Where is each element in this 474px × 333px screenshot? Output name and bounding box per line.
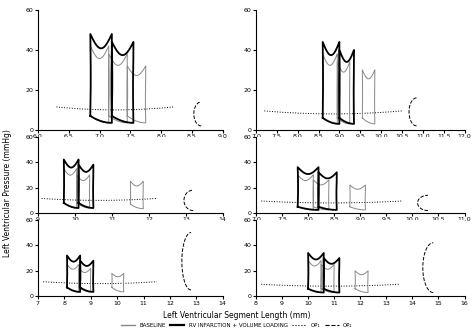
Text: Left Ventricular Segment Length (mm): Left Ventricular Segment Length (mm) (163, 311, 311, 320)
Text: Left Ventricular Pressure (mmHg): Left Ventricular Pressure (mmHg) (3, 129, 11, 257)
Legend: BASELINE, RV INFARCTION + VOLUME LOADING, OP₁, OP₂: BASELINE, RV INFARCTION + VOLUME LOADING… (119, 321, 355, 330)
